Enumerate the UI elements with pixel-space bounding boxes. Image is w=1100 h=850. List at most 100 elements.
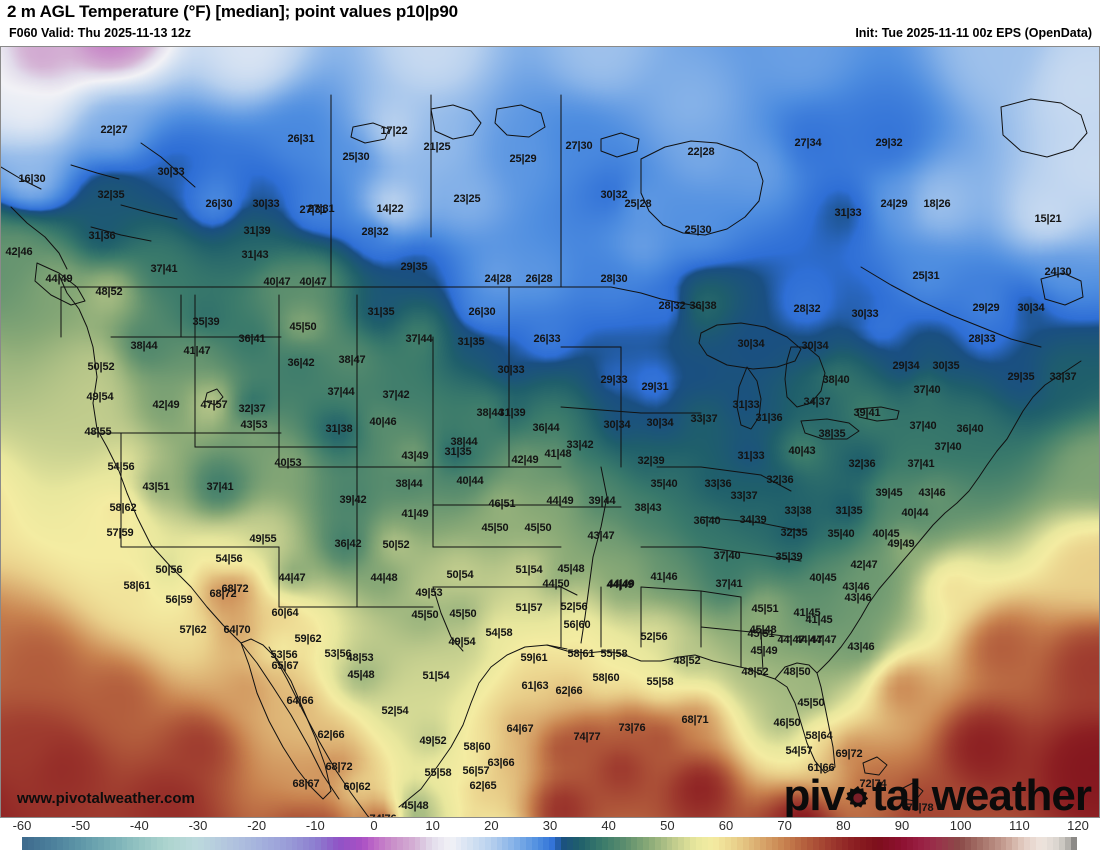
geo-boundary [204, 388, 224, 406]
colorbar-segment [654, 837, 661, 850]
colorbar-segment [830, 837, 837, 850]
colorbar-segment [684, 837, 690, 850]
colorbar-segment [162, 837, 169, 850]
colorbar-segment [297, 837, 304, 850]
colorbar-segment [373, 837, 380, 850]
colorbar-tick: 120 [1067, 818, 1089, 833]
colorbar-segment [326, 837, 333, 850]
colorbar-segment [203, 837, 210, 850]
colorbar-segment [795, 837, 802, 850]
colorbar-segment [285, 837, 292, 850]
colorbar-segment [45, 837, 52, 850]
colorbar-segment [660, 837, 667, 850]
temperature-map[interactable]: 22|27 16|30 30|33 32|35 26|30 30|33 27|31 31|39… [0, 46, 1100, 818]
colorbar-tick: 50 [660, 818, 675, 833]
colorbar[interactable]: -60 -50 -40 -30 -20 -10 0 10 20 30 40 50 60 70 80 90 100… [0, 818, 1100, 850]
colorbar-tick: 40 [601, 818, 616, 833]
colorbar-segment [496, 837, 503, 850]
colorbar-segment [197, 837, 204, 850]
colorbar-segment [268, 837, 274, 850]
colorbar-segment [848, 837, 855, 850]
colorbar-segment [397, 837, 403, 850]
colorbar-segment [1029, 837, 1036, 850]
colorbar-segment [1053, 837, 1060, 850]
geo-boundary [640, 586, 742, 598]
geo-boundary [800, 418, 860, 440]
colorbar-segment [889, 837, 896, 850]
colorbar-segment [1018, 837, 1024, 850]
colorbar-segment [1023, 837, 1030, 850]
colorbar-tick: -10 [305, 818, 325, 833]
colorbar-segment [314, 837, 321, 850]
valid-time-label: F060 Valid: Thu 2025-11-13 12z [9, 26, 192, 40]
geo-boundary [640, 140, 764, 236]
colorbar-segment [713, 837, 720, 850]
map-geography-overlay [1, 94, 1088, 817]
colorbar-gradient [22, 837, 1078, 850]
colorbar-segment [936, 837, 942, 850]
colorbar-segment [906, 837, 913, 850]
colorbar-segment [168, 837, 175, 850]
geo-boundary [398, 644, 568, 808]
colorbar-segment [150, 837, 157, 850]
geo-boundary [856, 406, 900, 422]
colorbar-segment [385, 837, 392, 850]
colorbar-segment [309, 837, 315, 850]
brand-text-end: tal weather [872, 771, 1092, 818]
colorbar-segment [238, 837, 245, 850]
colorbar-segment [1035, 837, 1042, 850]
colorbar-segment [877, 837, 884, 850]
colorbar-segment [754, 837, 761, 850]
colorbar-segment [982, 837, 989, 850]
colorbar-segment [320, 837, 327, 850]
colorbar-segment [584, 837, 591, 850]
colorbar-segment [520, 837, 526, 850]
site-url-watermark: www.pivotalweather.com [17, 790, 195, 807]
colorbar-tick: -40 [129, 818, 149, 833]
colorbar-segment [619, 837, 626, 850]
colorbar-segment [145, 837, 151, 850]
colorbar-segment [408, 837, 415, 850]
colorbar-segment [648, 837, 655, 850]
geo-boundary [1000, 98, 1088, 158]
colorbar-segment [391, 837, 397, 850]
colorbar-segment [443, 837, 450, 850]
geo-boundary [774, 662, 836, 774]
colorbar-segment [689, 837, 696, 850]
colorbar-segment [350, 837, 356, 850]
geo-boundary [350, 122, 390, 144]
colorbar-tick: -50 [71, 818, 91, 833]
colorbar-segment [92, 837, 99, 850]
colorbar-segment [479, 837, 485, 850]
colorbar-segment [607, 837, 614, 850]
geo-boundary [736, 366, 762, 430]
colorbar-segment [86, 837, 93, 850]
colorbar-segment [900, 837, 907, 850]
colorbar-segment [842, 837, 849, 850]
colorbar-segment [748, 837, 755, 850]
geo-boundary [560, 406, 642, 414]
colorbar-tick: -60 [12, 818, 32, 833]
colorbar-segment [531, 837, 538, 850]
geo-boundary [34, 262, 86, 306]
colorbar-segment [244, 837, 251, 850]
colorbar-segment [736, 837, 743, 850]
colorbar-segment [344, 837, 351, 850]
colorbar-segment [930, 837, 937, 850]
geo-boundary [760, 632, 764, 672]
colorbar-tick-labels: -60 -50 -40 -30 -20 -10 0 10 20 30 40 50 60 70 80 90 100… [0, 818, 1100, 836]
colorbar-tick: -30 [188, 818, 208, 833]
geo-boundary [784, 346, 826, 408]
colorbar-segment [549, 837, 556, 850]
colorbar-segment [22, 837, 28, 850]
colorbar-tick: 70 [777, 818, 792, 833]
colorbar-segment [1047, 837, 1054, 850]
colorbar-segment [578, 837, 585, 850]
colorbar-segment [912, 837, 919, 850]
colorbar-segment [39, 837, 46, 850]
geo-boundary [996, 360, 1082, 452]
colorbar-segment [250, 837, 257, 850]
colorbar-tick: 90 [894, 818, 910, 833]
colorbar-segment [27, 837, 34, 850]
colorbar-segment [859, 837, 866, 850]
